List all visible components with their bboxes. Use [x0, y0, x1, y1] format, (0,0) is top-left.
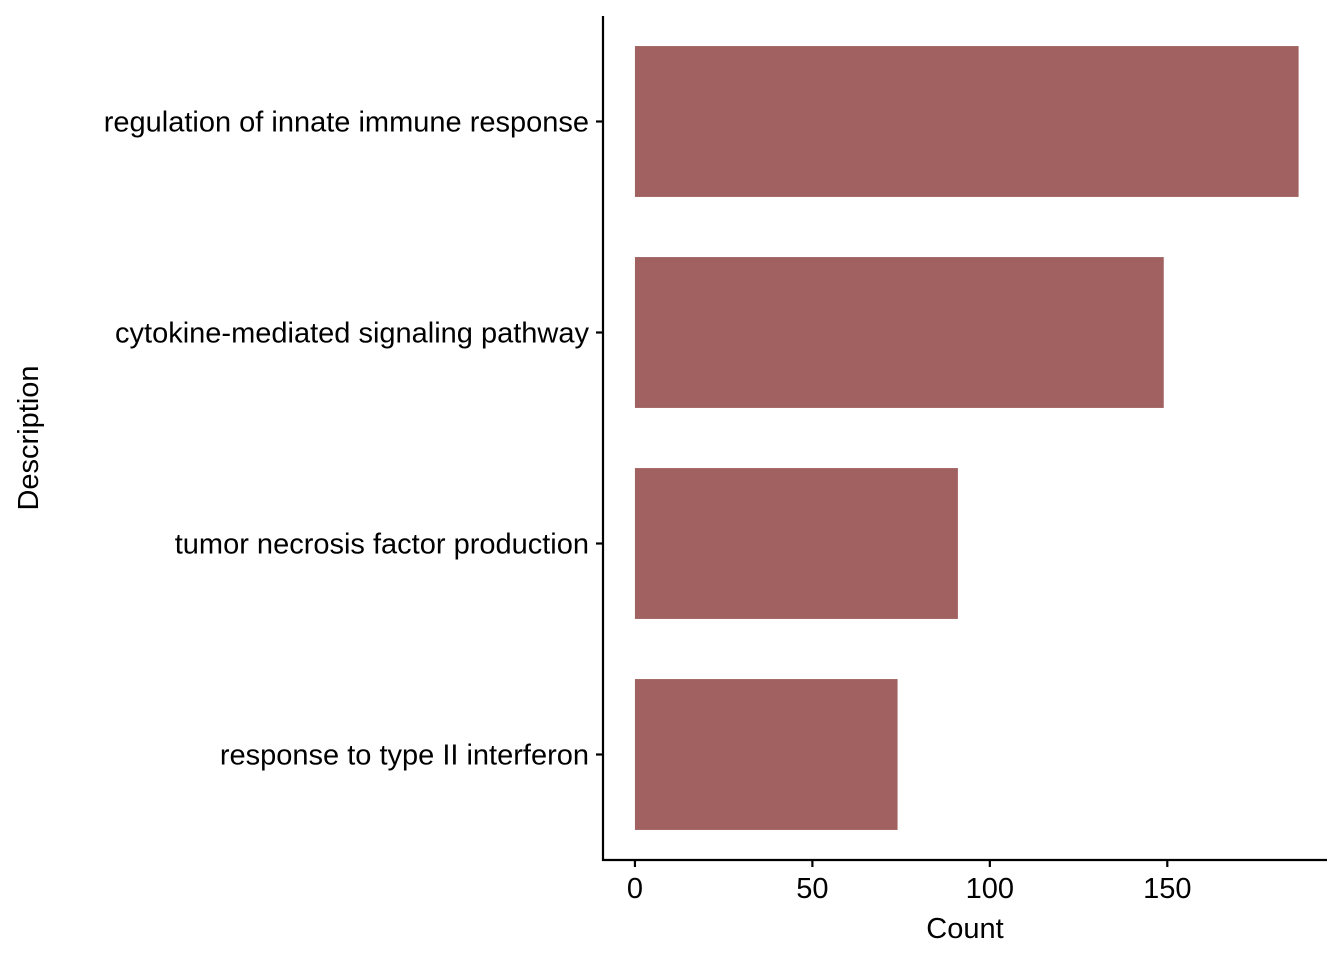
x-tick-label: 0 [627, 873, 643, 905]
x-tick-label: 50 [796, 873, 828, 905]
y-tick-label: regulation of innate immune response [104, 107, 589, 139]
bar-2 [634, 468, 958, 619]
bar-3 [634, 679, 898, 830]
y-tick-label: response to type II interferon [220, 740, 589, 772]
y-tick-label: tumor necrosis factor production [175, 529, 589, 561]
bar-0 [634, 46, 1299, 197]
bar-1 [634, 257, 1164, 408]
y-tick-label: cytokine-mediated signaling pathway [115, 318, 589, 350]
y-axis-ticks: regulation of innate immune response cyto… [104, 107, 603, 772]
x-tick-label: 100 [966, 873, 1014, 905]
bars-layer [634, 46, 1299, 830]
x-axis-ticks: 0 50 100 150 [627, 860, 1191, 905]
x-tick-label: 150 [1143, 873, 1191, 905]
y-axis-title: Description [13, 365, 45, 510]
x-axis-title: Count [926, 913, 1003, 945]
